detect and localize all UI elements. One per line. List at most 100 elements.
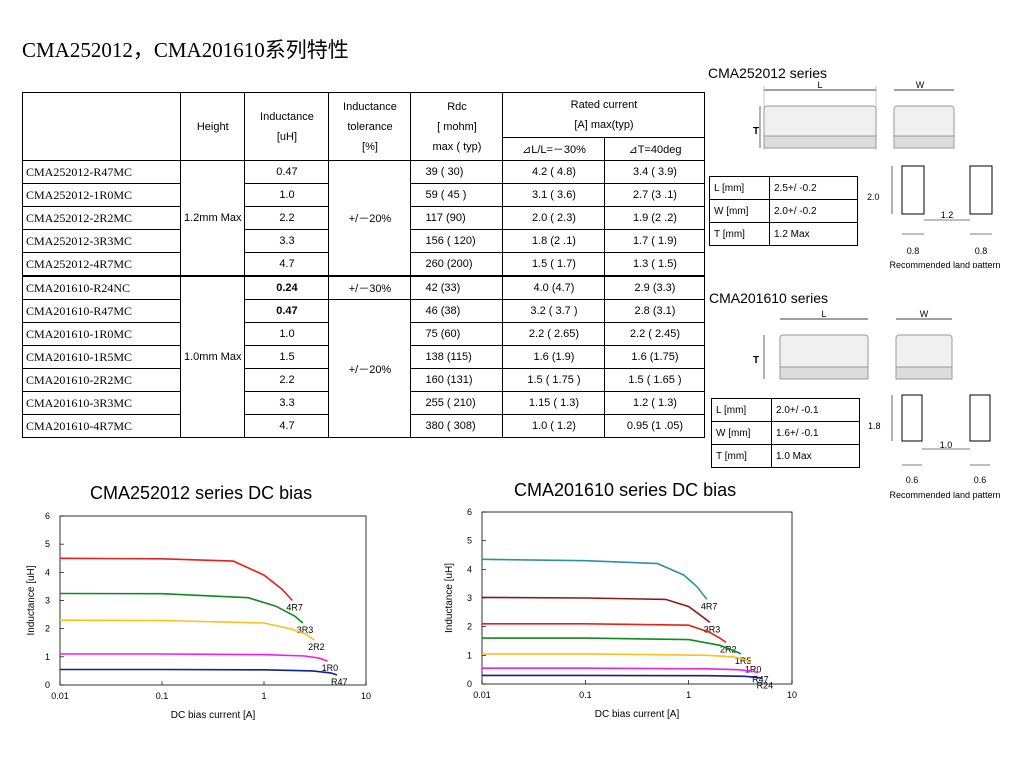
rated-dl-cell: 2.2 ( 2.65) bbox=[502, 322, 606, 346]
header-rated-l2: [A] max(typ) bbox=[574, 119, 634, 131]
series1-l-label: L bbox=[817, 80, 822, 90]
series1-land-left bbox=[901, 165, 925, 215]
inductance-cell: 1.0 bbox=[244, 322, 330, 346]
part-number-cell: CMA201610-3R3MC bbox=[22, 391, 181, 415]
dim-row: T [mm] 1.0 Max bbox=[711, 444, 860, 468]
rated-dt-cell: 1.6 (1.75) bbox=[604, 345, 706, 369]
dim-value: 2.0+/ -0.1 bbox=[771, 398, 860, 422]
dim-key: L [mm] bbox=[709, 176, 770, 200]
rdc-cell: 59 ( 45 ) bbox=[410, 183, 504, 207]
dim-key: W [mm] bbox=[711, 421, 772, 445]
series-label-1r5: 1R5 bbox=[735, 656, 752, 666]
series2-w-label: W bbox=[920, 309, 929, 319]
rdc-cell: 156 ( 120) bbox=[410, 229, 504, 253]
series1-t-label: T bbox=[753, 126, 759, 137]
table-row: CMA252012-R47MC 1.2mm Max 0.47 +/－20% 39 ( 3… bbox=[22, 160, 706, 277]
inductance-cell: 3.3 bbox=[244, 229, 330, 253]
y-axis-label: Inductance [uH] bbox=[26, 565, 37, 635]
part-number-cell: CMA252012-1R0MC bbox=[22, 183, 181, 207]
rdc-cell: 42 (33) bbox=[410, 275, 504, 300]
rdc-cell: 255 ( 210) bbox=[410, 391, 504, 415]
dim-row: T [mm] 1.2 Max bbox=[709, 222, 858, 246]
series-line-3r3 bbox=[59, 592, 304, 624]
chart1-dc-bias: 0 1 2 3 4 5 6 0.01 0.1 1 10 DC bias current [A] Indu… bbox=[26, 511, 371, 721]
header-part-number bbox=[22, 92, 181, 161]
rated-dt-cell: 2.9 (3.3) bbox=[604, 275, 706, 300]
part-number-cell: CMA201610-R24NC bbox=[22, 275, 181, 300]
x-axis-label: DC bias current [A] bbox=[595, 709, 680, 720]
rated-dl-cell: 1.5 ( 1.75 ) bbox=[502, 368, 606, 392]
rated-dt-cell: 0.95 (1 .05) bbox=[604, 414, 706, 438]
dim-row: L [mm] 2.0+/ -0.1 bbox=[711, 398, 860, 422]
header-rated-l1: Rated current bbox=[570, 99, 638, 111]
header-rdc-l3: max ( typ) bbox=[432, 140, 482, 153]
y-tick-label: 5 bbox=[45, 539, 50, 549]
series-label-2r2: 2R2 bbox=[720, 644, 737, 654]
dim-key: W [mm] bbox=[709, 199, 770, 223]
rated-dt-cell: 3.4 ( 3.9) bbox=[604, 160, 706, 184]
page-title: CMA252012，CMA201610系列特性 bbox=[22, 38, 349, 62]
inductance-cell: 3.3 bbox=[244, 391, 330, 415]
series-label-1r0: 1R0 bbox=[745, 665, 762, 675]
rdc-cell: 75 (60) bbox=[410, 322, 504, 346]
series-label-3r3: 3R3 bbox=[704, 624, 721, 634]
inductance-cell: 2.2 bbox=[244, 368, 330, 392]
inductance-cell: 0.47 bbox=[244, 299, 330, 323]
header-dt: ⊿T=40deg bbox=[604, 137, 706, 161]
series-line-4r7 bbox=[59, 557, 293, 602]
series1-land-w1: 0.8 bbox=[907, 246, 920, 256]
x-tick-label: 10 bbox=[361, 691, 371, 701]
table-row: CMA252012-3R3MC 3.3 156 ( 120) 1.8 (2 .1) 1.… bbox=[22, 229, 706, 253]
inductance-cell: 1.0 bbox=[244, 183, 330, 207]
rated-dl-cell: 1.8 (2 .1) bbox=[502, 229, 606, 253]
inductance-cell: 1.5 bbox=[244, 345, 330, 369]
y-tick-label: 6 bbox=[467, 507, 472, 517]
part-number-cell: CMA252012-R47MC bbox=[22, 160, 181, 184]
part-number-cell: CMA201610-1R5MC bbox=[22, 345, 181, 369]
rated-dt-cell: 2.8 (3.1) bbox=[604, 299, 706, 323]
part-number-cell: CMA201610-1R0MC bbox=[22, 322, 181, 346]
rdc-cell: 39 ( 30) bbox=[410, 160, 504, 184]
rdc-cell: 160 (131) bbox=[410, 368, 504, 392]
dim-row: W [mm] 2.0+/ -0.2 bbox=[709, 199, 858, 223]
header-row-2: ⊿L/L=－30% ⊿T=40deg bbox=[23, 137, 706, 161]
series1-land-right bbox=[969, 165, 993, 215]
series-line-1r5 bbox=[482, 637, 742, 655]
x-tick-label: 0.01 bbox=[51, 691, 69, 701]
table-row: CMA201610-R47MC 0.47 +/－20% 46 (38) 3.2 ( 3.… bbox=[22, 299, 706, 438]
height-cell: 1.2mm Max bbox=[179, 160, 246, 277]
part-number-cell: CMA252012-3R3MC bbox=[22, 229, 181, 253]
series-line-1r0 bbox=[60, 653, 328, 662]
part-number-cell: CMA201610-R47MC bbox=[22, 299, 181, 323]
series-line-r47 bbox=[482, 667, 759, 674]
header-inductance-l1: Inductance bbox=[260, 110, 314, 123]
x-tick-label: 0.1 bbox=[579, 690, 592, 700]
header-height: Height bbox=[179, 92, 246, 161]
tolerance-cell: +/－30% bbox=[328, 275, 412, 300]
inductance-cell: 0.24 bbox=[244, 275, 330, 300]
x-tick-label: 0.1 bbox=[156, 691, 169, 701]
series1-land-h: 2.0 bbox=[867, 192, 880, 202]
header-tolerance-l1: Inductance bbox=[343, 100, 397, 113]
rated-dt-cell: 1.3 ( 1.5) bbox=[604, 252, 706, 277]
header-tolerance-l2: tolerance bbox=[347, 120, 393, 133]
dim-key: L [mm] bbox=[711, 398, 772, 422]
series2-drawing: L T W 1.8 1.0 0.6 0.6 Recommended land p… bbox=[753, 309, 1001, 500]
series-label-1r0: 1R0 bbox=[322, 663, 339, 673]
header-rdc: Rdc [ mohm] max ( typ) bbox=[410, 92, 504, 161]
series2-label: CMA201610 series bbox=[709, 290, 829, 306]
y-tick-label: 1 bbox=[45, 652, 50, 662]
y-tick-label: 3 bbox=[45, 596, 50, 606]
dim-key: T [mm] bbox=[709, 222, 770, 246]
series1-land-gap: 1.2 bbox=[941, 210, 954, 220]
chart1-title: CMA252012 series DC bias bbox=[90, 483, 313, 503]
series1-end-terminal bbox=[893, 135, 955, 149]
series-label-r47: R47 bbox=[752, 675, 769, 685]
rated-dl-cell: 3.1 ( 3.6) bbox=[502, 183, 606, 207]
series2-dim-table: L [mm] 2.0+/ -0.1 W [mm] 1.6+/ -0.1 T [mm] 1.… bbox=[711, 398, 860, 468]
x-tick-label: 1 bbox=[686, 690, 691, 700]
inductance-cell: 0.47 bbox=[244, 160, 330, 184]
rated-dt-cell: 2.2 ( 2.45) bbox=[604, 322, 706, 346]
table-row: CMA252012-1R0MC 1.0 59 ( 45 ) 3.1 ( 3.6) 2.7… bbox=[22, 183, 706, 207]
header-inductance: Inductance [uH] bbox=[244, 92, 330, 161]
